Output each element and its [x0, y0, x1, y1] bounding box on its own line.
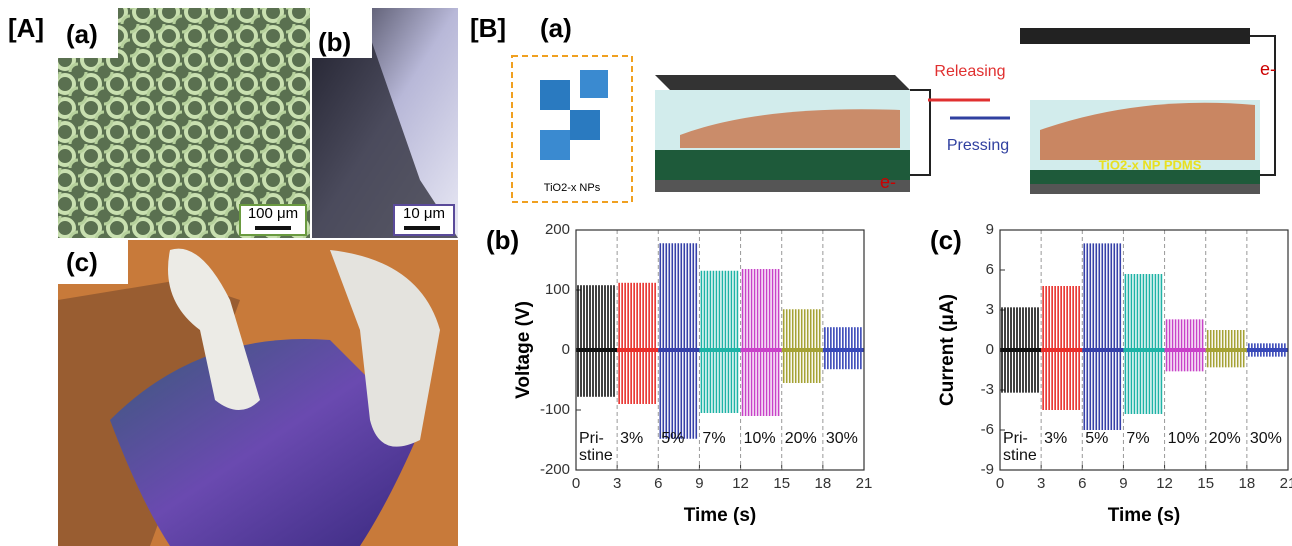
scale-bar [255, 226, 291, 230]
x-tick-label: 9 [1119, 475, 1127, 492]
electron-label: e- [880, 172, 896, 192]
panel-label: (c) [930, 225, 962, 255]
y-tick-label: -9 [981, 461, 994, 478]
x-tick-label: 15 [1197, 475, 1214, 492]
particles [680, 109, 900, 148]
layer-label: TiO2-x NP PDMS [1099, 157, 1202, 172]
segment-label: 20% [1208, 430, 1241, 447]
electrode [1030, 170, 1260, 184]
segment-label: 30% [825, 430, 858, 447]
electrode [655, 75, 910, 90]
x-tick-label: 18 [815, 475, 832, 492]
x-tick-label: 12 [1156, 475, 1173, 492]
x-axis-label: Time (s) [1108, 505, 1181, 526]
y-tick-label: -100 [540, 401, 570, 418]
segment-label: Pri-stine [579, 430, 613, 464]
x-tick-label: 21 [1280, 475, 1292, 492]
y-tick-label: 3 [986, 301, 994, 318]
glove [330, 250, 440, 447]
y-axis-label: Voltage (V) [513, 301, 534, 399]
x-tick-label: 12 [732, 475, 749, 492]
electrode [655, 180, 910, 192]
x-tick-label: 0 [996, 475, 1004, 492]
segment-label: 30% [1249, 430, 1282, 447]
inset-label: TiO2-x NPs [544, 182, 601, 194]
y-axis-label: Current (μA) [937, 294, 958, 406]
electrode [1020, 28, 1250, 44]
x-tick-label: 6 [654, 475, 662, 492]
y-tick-label: -3 [981, 381, 994, 398]
x-tick-label: 0 [572, 475, 580, 492]
x-tick-label: 3 [613, 475, 621, 492]
panel-label: [A] [8, 13, 44, 43]
segment-label: 5% [661, 430, 685, 447]
y-tick-label: 9 [986, 221, 994, 238]
y-tick-label: 0 [986, 341, 994, 358]
panel-label: (a) [540, 13, 572, 43]
y-tick-label: -200 [540, 461, 570, 478]
crystal [540, 130, 570, 160]
y-tick-label: 6 [986, 261, 994, 278]
y-tick-label: 0 [562, 341, 570, 358]
crystal [540, 80, 570, 110]
segment-label: 7% [1126, 430, 1150, 447]
segment-label: 7% [702, 430, 726, 447]
x-tick-label: 3 [1037, 475, 1045, 492]
label-box [58, 8, 118, 58]
x-tick-label: 15 [773, 475, 790, 492]
x-tick-label: 6 [1078, 475, 1086, 492]
segment-label: 3% [1044, 430, 1068, 447]
arrow-label: Pressing [947, 137, 1009, 154]
crystal [570, 110, 600, 140]
particles [1040, 102, 1255, 160]
panel-label: (b) [318, 27, 351, 57]
label-box [58, 240, 128, 284]
panel-label: (a) [66, 19, 98, 49]
wire [1250, 35, 1276, 176]
panel-label: [B] [470, 13, 506, 43]
segment-label: 10% [1167, 430, 1200, 447]
y-tick-label: 200 [545, 221, 570, 238]
electrode [1030, 184, 1260, 194]
y-tick-label: 100 [545, 281, 570, 298]
scale-bar-label: 10 μm [403, 205, 445, 222]
plot-frame [999, 229, 1289, 471]
segment-label: 3% [620, 430, 644, 447]
foil [110, 339, 420, 546]
panel-label: (b) [486, 225, 519, 255]
x-tick-label: 21 [856, 475, 873, 492]
panel-label: (c) [66, 247, 98, 277]
segment-label: 5% [1085, 430, 1109, 447]
label-box [312, 8, 372, 58]
scale-bar-label: 100 μm [248, 205, 298, 222]
electron-label: e- [1260, 59, 1276, 79]
x-tick-label: 18 [1239, 475, 1256, 492]
y-tick-label: -6 [981, 421, 994, 438]
scale-bar [404, 226, 440, 230]
plot-frame [575, 229, 865, 471]
crystal [580, 70, 608, 98]
glove [168, 248, 260, 410]
x-tick-label: 9 [695, 475, 703, 492]
electrode [655, 150, 910, 180]
segment-label: 10% [743, 430, 776, 447]
segment-label: 20% [784, 430, 817, 447]
arrow-label: Releasing [934, 63, 1005, 80]
wire [910, 89, 931, 176]
segment-label: Pri-stine [1003, 430, 1037, 464]
shadow [312, 8, 458, 238]
x-axis-label: Time (s) [684, 505, 757, 526]
